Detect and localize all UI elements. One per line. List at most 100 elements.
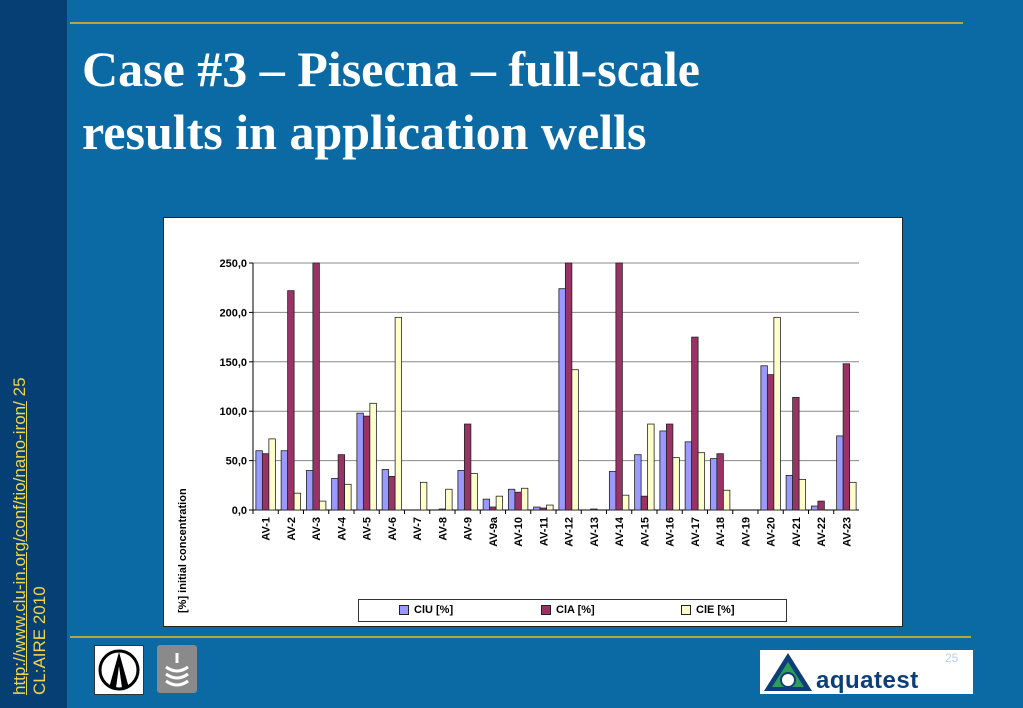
bar-clu-av-15 bbox=[634, 454, 642, 511]
x-tick-label: AV-10 bbox=[513, 517, 525, 547]
survey-instrument-logo-icon bbox=[94, 645, 144, 695]
bottom-rule bbox=[70, 636, 971, 638]
bar-clu-av-22 bbox=[810, 505, 819, 511]
bar-cla-av-4 bbox=[337, 454, 346, 511]
bar-cla-av-16 bbox=[665, 423, 674, 511]
x-tick-label: AV-1 bbox=[261, 517, 273, 541]
bar-cla-av-18 bbox=[716, 453, 724, 511]
legend-item-cia: ClA [%] bbox=[541, 604, 595, 616]
bar-cle-av-3 bbox=[318, 500, 327, 511]
chart-legend: ClU [%] ClA [%] ClE [%] bbox=[358, 599, 787, 622]
bar-clu-av-16 bbox=[659, 430, 667, 511]
x-tick-label: AV-3 bbox=[311, 517, 323, 541]
bar-cla-av-23 bbox=[842, 363, 851, 511]
bar-clu-av-18 bbox=[709, 458, 718, 511]
bar-clu-av-20 bbox=[760, 365, 768, 511]
x-tick-label: AV-7 bbox=[412, 517, 424, 541]
bar-cle-av-17 bbox=[697, 452, 706, 511]
bar-clu-av-9 bbox=[457, 470, 465, 511]
aquatest-logo: aquatest bbox=[760, 650, 973, 694]
bar-clu-av-10 bbox=[507, 488, 516, 511]
bar-cla-av-8 bbox=[438, 508, 447, 511]
y-tick-label: 150,0 bbox=[219, 357, 247, 369]
bar-cla-av-12 bbox=[564, 262, 573, 511]
legend-label-ciu: ClU [%] bbox=[414, 604, 454, 616]
x-tick-label: AV-5 bbox=[362, 517, 374, 541]
conference-link[interactable]: http://www.clu-in.org/conf/tio/nano-iron… bbox=[10, 401, 29, 695]
bar-cla-av-21 bbox=[792, 396, 800, 511]
x-tick-label: AV-8 bbox=[437, 517, 449, 541]
x-tick-label: AV-19 bbox=[740, 517, 752, 547]
legend-label-cia: ClA [%] bbox=[556, 604, 595, 616]
bar-cle-av-6 bbox=[394, 316, 403, 511]
bar-cle-av-15 bbox=[647, 423, 655, 511]
legend-label-cie: ClE [%] bbox=[696, 604, 735, 616]
bar-clu-av-14 bbox=[608, 471, 617, 511]
y-axis-label: [%] initial concentration bbox=[177, 488, 189, 613]
bar-cle-av-9 bbox=[470, 473, 478, 511]
chart-container: 0,0 50,0 100,0 150,0 200,0 250,0 AV-1 AV-2 AV-3 A… bbox=[163, 217, 903, 627]
bar-cle-av-18 bbox=[722, 489, 731, 511]
x-tick-label: AV-23 bbox=[841, 517, 853, 547]
bar-clu-av-6 bbox=[381, 469, 390, 511]
bar-cla-av-22 bbox=[817, 500, 825, 511]
top-rule bbox=[70, 22, 963, 24]
bar-cle-av-11 bbox=[546, 504, 554, 511]
bar-clu-av-12 bbox=[558, 288, 566, 511]
bar-cla-av-3 bbox=[312, 262, 320, 511]
bar-cle-av-1 bbox=[268, 438, 276, 511]
legend-item-cie: ClE [%] bbox=[681, 604, 735, 616]
bar-cle-av-8 bbox=[445, 488, 453, 511]
title-line-2: results in application wells bbox=[82, 104, 647, 160]
bar-cla-av-17 bbox=[691, 336, 699, 511]
y-tick-label: 0,0 bbox=[232, 505, 247, 517]
bar-clu-av-9a bbox=[482, 498, 491, 511]
aquatest-wordmark: aquatest bbox=[816, 667, 919, 694]
bar-chart: 0,0 50,0 100,0 150,0 200,0 250,0 AV-1 AV-2 AV-3 A… bbox=[219, 258, 859, 547]
bar-clu-av-4 bbox=[331, 477, 339, 511]
side-page-number: 25 bbox=[10, 377, 29, 397]
x-tick-label: AV-11 bbox=[538, 517, 550, 546]
legend-swatch-ciu bbox=[399, 605, 409, 615]
wave-logo-icon bbox=[157, 645, 197, 693]
y-tick-label: 250,0 bbox=[219, 258, 247, 270]
bar-clu-av-5 bbox=[356, 412, 364, 511]
x-tick-label: AV-15 bbox=[639, 517, 651, 547]
x-tick-label: AV-20 bbox=[766, 517, 778, 547]
x-tick-label: AV-13 bbox=[589, 517, 601, 547]
bar-clu-av-2 bbox=[280, 450, 289, 511]
bar-clu-av-1 bbox=[255, 450, 263, 511]
bar-cle-av-16 bbox=[672, 457, 680, 511]
bar-cle-av-4 bbox=[344, 483, 352, 511]
y-tick-label: 200,0 bbox=[219, 307, 247, 319]
bar-cla-av-6 bbox=[388, 476, 396, 511]
bar-cla-av-15 bbox=[640, 495, 649, 511]
bar-cla-av-11 bbox=[539, 507, 548, 511]
bar-cle-av-5 bbox=[369, 402, 377, 511]
bar-cle-av-12 bbox=[571, 369, 579, 511]
y-tick-label: 100,0 bbox=[219, 406, 247, 418]
bar-cle-av-20 bbox=[773, 316, 781, 511]
bar-clu-av-3 bbox=[305, 470, 314, 511]
bar-clu-av-21 bbox=[785, 475, 794, 511]
x-tick-label: AV-16 bbox=[665, 517, 677, 547]
x-tick-label: AV-21 bbox=[791, 517, 803, 547]
title-line-1: Case #3 – Pisecna – full-scale bbox=[82, 41, 700, 97]
side-credit: CL:AIRE 2010 bbox=[30, 586, 49, 695]
left-sidebar-band bbox=[0, 0, 67, 708]
bar-clu-av-17 bbox=[684, 441, 693, 511]
bar-cle-av-14 bbox=[621, 494, 630, 511]
x-tick-label: AV-2 bbox=[286, 517, 298, 541]
side-credit-text: http://www.clu-in.org/conf/tio/nano-iron… bbox=[10, 377, 50, 695]
aquatest-triangle-logo-icon bbox=[764, 653, 812, 691]
x-tick-label: AV-4 bbox=[336, 516, 348, 541]
bar-cla-av-13 bbox=[590, 508, 598, 511]
y-tick-label: 50,0 bbox=[226, 456, 247, 468]
bar-clu-av-23 bbox=[836, 435, 844, 511]
x-tick-label: AV-18 bbox=[715, 517, 727, 547]
x-tick-label: AV-22 bbox=[816, 517, 828, 547]
bar-cla-av-9a bbox=[489, 506, 497, 511]
x-tick-label: AV-9a bbox=[488, 516, 500, 547]
bar-cle-av-23 bbox=[849, 481, 857, 511]
slide-title: Case #3 – Pisecna – full-scale results i… bbox=[82, 38, 982, 164]
